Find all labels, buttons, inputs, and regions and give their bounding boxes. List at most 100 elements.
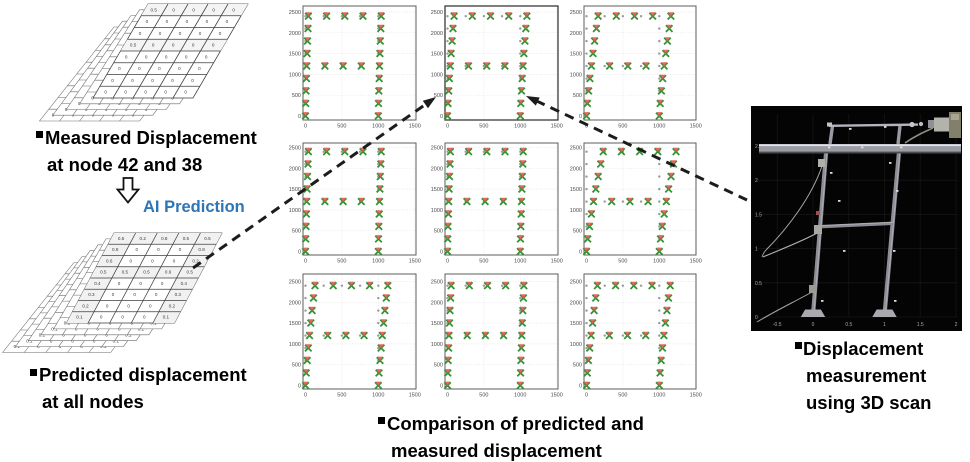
svg-text:0: 0 xyxy=(585,124,588,130)
svg-text:1: 1 xyxy=(883,322,886,328)
svg-text:0: 0 xyxy=(157,247,160,252)
svg-text:0.2: 0.2 xyxy=(82,304,89,309)
svg-text:500: 500 xyxy=(479,259,488,265)
svg-text:0: 0 xyxy=(579,114,582,120)
svg-text:2500: 2500 xyxy=(289,10,301,16)
svg-text:1500: 1500 xyxy=(431,52,443,58)
svg-text:0: 0 xyxy=(131,78,134,83)
svg-text:1000: 1000 xyxy=(514,259,526,265)
svg-text:0.5: 0.5 xyxy=(100,270,107,275)
svg-text:0: 0 xyxy=(144,90,147,95)
svg-text:0: 0 xyxy=(158,66,161,71)
svg-text:0: 0 xyxy=(152,43,155,48)
svg-text:0: 0 xyxy=(151,259,154,264)
svg-text:0: 0 xyxy=(133,292,136,297)
svg-text:1500: 1500 xyxy=(289,52,301,58)
svg-text:1500: 1500 xyxy=(551,259,563,265)
svg-text:500: 500 xyxy=(434,363,443,369)
svg-text:1000: 1000 xyxy=(570,342,582,348)
svg-text:0: 0 xyxy=(143,315,146,320)
svg-text:0: 0 xyxy=(185,54,188,59)
svg-text:0.8: 0.8 xyxy=(161,236,168,241)
svg-text:1500: 1500 xyxy=(570,187,582,193)
svg-text:0.1: 0.1 xyxy=(76,315,83,320)
svg-text:0: 0 xyxy=(440,384,443,390)
svg-text:500: 500 xyxy=(292,229,301,235)
svg-text:1000: 1000 xyxy=(653,124,665,130)
svg-text:2.5: 2.5 xyxy=(755,144,762,150)
svg-text:0: 0 xyxy=(440,114,443,120)
svg-text:0: 0 xyxy=(111,78,114,83)
svg-text:0: 0 xyxy=(161,281,164,286)
svg-text:0: 0 xyxy=(219,31,222,36)
svg-text:2500: 2500 xyxy=(570,10,582,16)
svg-text:0: 0 xyxy=(139,281,142,286)
svg-text:2: 2 xyxy=(955,322,958,328)
svg-text:1500: 1500 xyxy=(551,124,563,130)
svg-text:1000: 1000 xyxy=(289,72,301,78)
svg-text:500: 500 xyxy=(618,393,627,399)
svg-text:2500: 2500 xyxy=(570,280,582,286)
svg-text:1500: 1500 xyxy=(409,393,421,399)
svg-text:0: 0 xyxy=(172,43,175,48)
svg-text:1500: 1500 xyxy=(551,393,563,399)
svg-text:0: 0 xyxy=(100,315,103,320)
svg-text:0.2: 0.2 xyxy=(140,236,147,241)
svg-text:1500: 1500 xyxy=(690,259,702,265)
svg-text:500: 500 xyxy=(618,259,627,265)
svg-text:0: 0 xyxy=(206,19,209,24)
svg-text:0: 0 xyxy=(186,19,189,24)
svg-text:0: 0 xyxy=(106,304,109,309)
svg-text:0: 0 xyxy=(138,66,141,71)
svg-text:0.3: 0.3 xyxy=(88,292,95,297)
svg-text:1000: 1000 xyxy=(570,208,582,214)
svg-text:1500: 1500 xyxy=(431,187,443,193)
svg-text:0.4: 0.4 xyxy=(94,281,101,286)
svg-text:0: 0 xyxy=(127,304,130,309)
svg-text:1500: 1500 xyxy=(570,52,582,58)
svg-text:1000: 1000 xyxy=(514,393,526,399)
svg-text:1000: 1000 xyxy=(570,72,582,78)
svg-text:0: 0 xyxy=(136,247,139,252)
svg-text:0: 0 xyxy=(165,54,168,59)
svg-text:1000: 1000 xyxy=(372,259,384,265)
svg-text:0: 0 xyxy=(440,250,443,256)
svg-text:0.6: 0.6 xyxy=(165,270,172,275)
svg-text:0.5: 0.5 xyxy=(183,236,190,241)
svg-text:2500: 2500 xyxy=(431,10,443,16)
svg-text:0: 0 xyxy=(159,31,162,36)
svg-text:500: 500 xyxy=(292,93,301,99)
svg-text:1500: 1500 xyxy=(570,321,582,327)
svg-text:1500: 1500 xyxy=(690,393,702,399)
svg-text:1000: 1000 xyxy=(372,124,384,130)
svg-text:2500: 2500 xyxy=(289,146,301,152)
svg-text:2000: 2000 xyxy=(431,300,443,306)
svg-text:500: 500 xyxy=(479,393,488,399)
svg-text:500: 500 xyxy=(434,229,443,235)
svg-text:0: 0 xyxy=(304,124,307,130)
svg-text:1000: 1000 xyxy=(653,259,665,265)
svg-text:0.5: 0.5 xyxy=(130,43,137,48)
svg-text:2000: 2000 xyxy=(431,166,443,172)
svg-text:500: 500 xyxy=(573,93,582,99)
svg-text:1000: 1000 xyxy=(653,393,665,399)
svg-text:0.5: 0.5 xyxy=(151,7,158,12)
svg-text:1500: 1500 xyxy=(289,321,301,327)
svg-text:0: 0 xyxy=(179,31,182,36)
svg-text:1000: 1000 xyxy=(431,208,443,214)
svg-text:0.1: 0.1 xyxy=(163,315,170,320)
svg-text:0: 0 xyxy=(585,393,588,399)
svg-text:0: 0 xyxy=(104,90,107,95)
svg-text:2500: 2500 xyxy=(431,146,443,152)
svg-text:2000: 2000 xyxy=(289,166,301,172)
svg-text:2000: 2000 xyxy=(289,300,301,306)
svg-text:0: 0 xyxy=(198,66,201,71)
svg-text:0: 0 xyxy=(172,7,175,12)
svg-text:0: 0 xyxy=(124,90,127,95)
svg-text:0.6: 0.6 xyxy=(106,259,113,264)
svg-text:500: 500 xyxy=(337,393,346,399)
svg-text:0: 0 xyxy=(304,393,307,399)
svg-text:0: 0 xyxy=(184,90,187,95)
svg-text:2: 2 xyxy=(755,178,758,184)
svg-text:0.5: 0.5 xyxy=(143,270,150,275)
